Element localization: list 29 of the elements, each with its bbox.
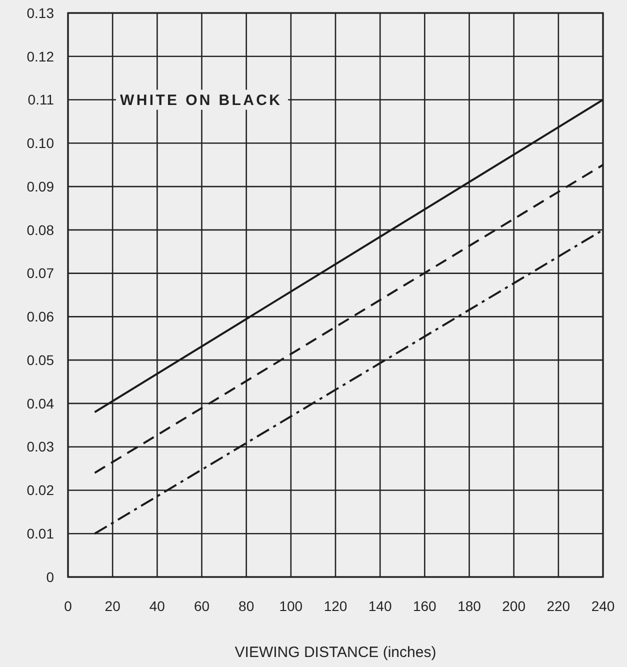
x-tick-label: 40 (149, 598, 166, 614)
y-tick-label: 0.01 (26, 526, 54, 542)
x-tick-label: 180 (458, 598, 482, 614)
y-tick-label: 0.08 (26, 222, 54, 238)
y-tick-label: 0.12 (26, 48, 54, 64)
x-tick-label: 240 (591, 598, 615, 614)
x-tick-label: 120 (324, 598, 348, 614)
y-tick-label: 0 (46, 568, 54, 585)
x-tick-label: 160 (412, 598, 437, 614)
x-tick-label: 80 (238, 598, 254, 614)
x-tick-label: 220 (546, 598, 570, 614)
y-tick-label: 0.07 (26, 265, 54, 282)
y-tick-label: 0.11 (28, 92, 54, 108)
y-tick-label: 0.03 (26, 438, 54, 455)
x-tick-label: 200 (502, 598, 526, 614)
y-tick-label: 0.13 (26, 4, 54, 21)
y-tick-label: 0.04 (26, 395, 54, 412)
y-tick-label: 0.09 (26, 178, 54, 194)
y-tick-label: 0.02 (26, 482, 54, 498)
annotation: WHITE ON BLACK (120, 92, 280, 110)
y-tick-label: 0.06 (26, 308, 54, 325)
x-tick-label: 20 (104, 598, 121, 614)
y-tick-label: 0.10 (26, 135, 54, 152)
x-axis-title: VIEWING DISTANCE (inches) (234, 644, 436, 661)
x-tick-label: 0 (64, 598, 72, 614)
x-tick-label: 140 (368, 598, 392, 614)
y-tick-label: 0.05 (26, 352, 54, 368)
x-tick-label: 100 (279, 598, 303, 614)
x-tick-label: 60 (194, 598, 210, 614)
